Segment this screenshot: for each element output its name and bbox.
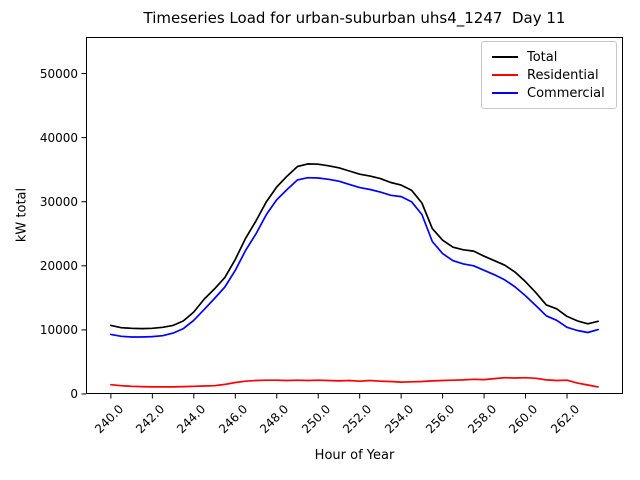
legend-label-residential: Residential — [527, 67, 599, 83]
series-line-total — [110, 163, 599, 330]
legend-label-total: Total — [527, 49, 558, 65]
axes-frame — [86, 37, 623, 394]
y-tick-label: 30000 — [39, 194, 78, 209]
series-line-residential — [110, 376, 599, 388]
legend-item-commercial: Commercial — [492, 84, 608, 102]
chart-title: Timeseries Load for urban-suburban uhs4_… — [143, 9, 566, 27]
legend: Total Residential Commercial — [481, 41, 617, 109]
legend-line-commercial-icon — [492, 92, 518, 94]
y-tick-label: 0 — [70, 387, 78, 401]
legend-item-residential: Residential — [492, 66, 608, 84]
series-line-commercial — [110, 176, 599, 338]
y-tick-label: 20000 — [39, 258, 78, 273]
y-tick-label: 40000 — [39, 130, 78, 145]
legend-line-residential-icon — [492, 74, 518, 76]
legend-label-commercial: Commercial — [527, 85, 605, 101]
y-tick-label: 10000 — [39, 322, 78, 337]
y-axis-label: kW total — [14, 187, 30, 243]
legend-item-total: Total — [492, 48, 608, 66]
x-axis-label: Hour of Year — [314, 448, 395, 463]
y-tick-label: 50000 — [39, 66, 78, 81]
legend-line-total-icon — [492, 56, 518, 58]
